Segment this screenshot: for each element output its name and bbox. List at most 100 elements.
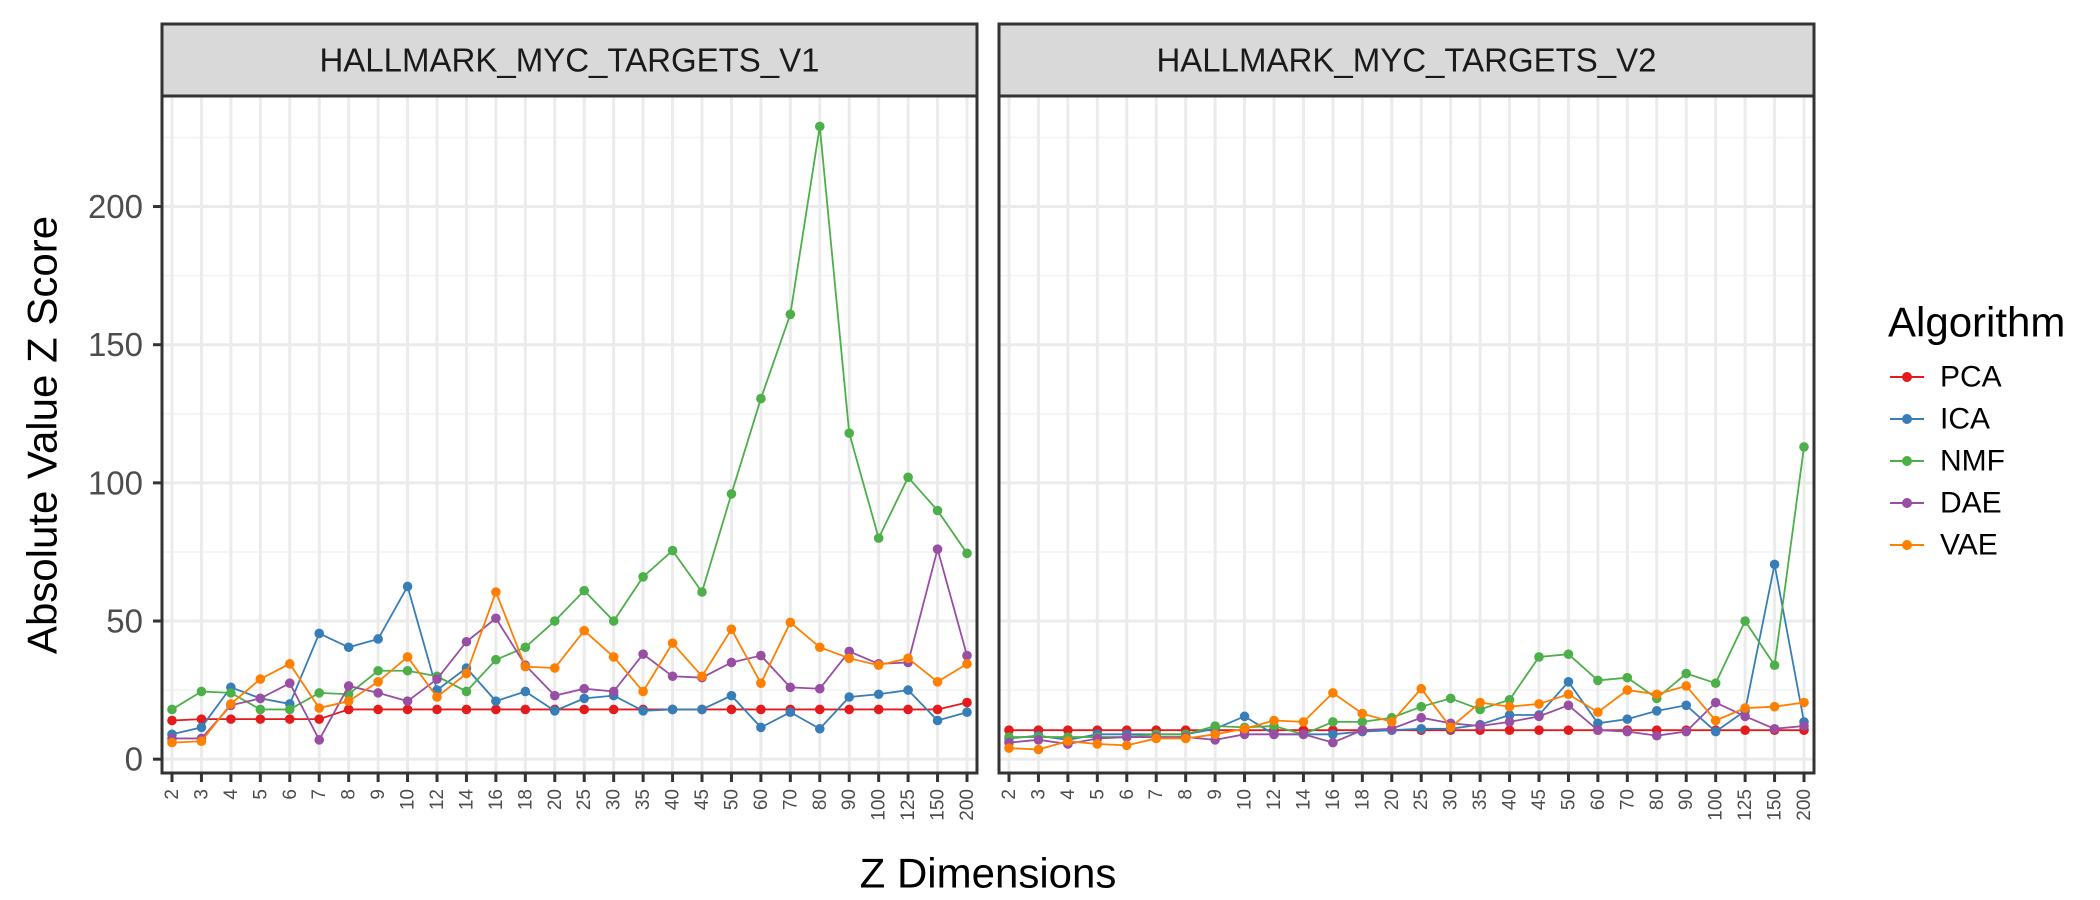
data-point-pca bbox=[167, 715, 177, 726]
data-point-ica bbox=[873, 689, 884, 700]
data-point-pca bbox=[491, 704, 501, 715]
data-point-dae bbox=[1593, 725, 1603, 735]
x-tick-label: 10 bbox=[398, 789, 419, 810]
data-point-nmf bbox=[1769, 660, 1780, 671]
data-point-dae bbox=[1504, 717, 1515, 727]
data-point-ica bbox=[1328, 729, 1338, 740]
data-point-pca bbox=[1534, 725, 1544, 735]
x-tick-label: 20 bbox=[545, 789, 566, 810]
data-point-pca bbox=[1004, 725, 1014, 735]
x-tick-label: 18 bbox=[515, 789, 536, 810]
data-point-vae bbox=[167, 737, 177, 748]
data-point-pca bbox=[402, 704, 413, 715]
data-point-dae bbox=[1357, 725, 1368, 735]
data-point-vae bbox=[1534, 699, 1544, 709]
x-tick-label: 16 bbox=[1323, 789, 1344, 810]
x-tick-label: 40 bbox=[1500, 789, 1521, 810]
legend-label-pca: PCA bbox=[1940, 361, 2002, 394]
x-tick-label: 10 bbox=[1235, 789, 1256, 810]
data-point-pca bbox=[1063, 725, 1073, 735]
data-point-nmf bbox=[1504, 694, 1515, 705]
data-point-vae bbox=[756, 678, 766, 688]
data-point-dae bbox=[491, 613, 501, 624]
data-point-vae bbox=[1180, 733, 1191, 744]
data-point-pca bbox=[962, 697, 972, 708]
data-point-ica bbox=[932, 715, 943, 726]
data-point-pca bbox=[226, 714, 236, 724]
panel-border-v1 bbox=[160, 94, 979, 775]
data-point-dae bbox=[814, 683, 825, 694]
data-point-nmf bbox=[1799, 442, 1809, 452]
legend-key-point-ica bbox=[1902, 414, 1912, 424]
data-point-vae bbox=[1004, 743, 1014, 753]
data-point-ica bbox=[962, 707, 972, 718]
facet-strip-v2 bbox=[997, 22, 1816, 98]
x-tick-label: 70 bbox=[780, 789, 801, 810]
data-point-vae bbox=[1210, 729, 1220, 740]
data-point-vae bbox=[1769, 701, 1780, 712]
x-tick-label: 45 bbox=[692, 789, 713, 810]
x-tick-label: 150 bbox=[928, 789, 949, 821]
data-point-dae bbox=[1033, 735, 1044, 745]
data-point-pca bbox=[903, 704, 913, 715]
panel-background bbox=[162, 96, 977, 773]
y-axis-label: Absolute Value Z Score bbox=[19, 216, 66, 654]
panel-border-v2 bbox=[997, 94, 1816, 775]
data-point-vae bbox=[608, 652, 619, 662]
x-axis-v2: 2 3 4 5 6 7 8 9 10 12 14 16 18 20 25 30 35 40 45 50 60 70 80 90… bbox=[999, 773, 1815, 821]
data-point-ica bbox=[1504, 710, 1515, 720]
x-tick-label: 8 bbox=[339, 789, 360, 800]
facet-panel-v1: HALLMARK_MYC_TARGETS_V1 2 3 4 5 6 7 8 9 10 12 14 16… bbox=[160, 22, 979, 821]
data-point-pca bbox=[461, 704, 472, 715]
data-point-vae bbox=[1269, 715, 1279, 726]
data-point-ica bbox=[903, 685, 913, 695]
data-point-dae bbox=[461, 636, 472, 647]
facet-panel-v2: HALLMARK_MYC_TARGETS_V2 2 3 4 5 6 7 8 9 10 12 14 16… bbox=[997, 22, 1816, 821]
data-point-ica bbox=[549, 706, 560, 716]
x-tick-label: 14 bbox=[1293, 789, 1314, 811]
data-point-nmf bbox=[844, 428, 855, 438]
data-point-vae bbox=[1357, 708, 1368, 719]
data-point-dae bbox=[1740, 711, 1750, 722]
x-tick-label: 100 bbox=[869, 789, 890, 821]
data-point-vae bbox=[402, 652, 413, 662]
data-point-dae bbox=[844, 646, 855, 657]
data-point-nmf bbox=[196, 686, 207, 697]
data-point-pca bbox=[1504, 725, 1515, 735]
x-tick-label: 4 bbox=[1058, 789, 1079, 800]
legend-label-ica: ICA bbox=[1940, 403, 1990, 436]
data-point-vae bbox=[432, 692, 442, 702]
data-point-vae bbox=[1239, 723, 1250, 734]
x-tick-label: 30 bbox=[604, 789, 625, 810]
data-point-ica bbox=[756, 722, 766, 733]
data-point-ica bbox=[402, 581, 413, 592]
data-point-ica bbox=[373, 634, 383, 644]
data-point-vae bbox=[1298, 717, 1309, 727]
data-point-dae bbox=[1386, 723, 1397, 734]
x-tick-label: 9 bbox=[368, 789, 389, 800]
data-point-nmf bbox=[667, 545, 678, 556]
data-point-nmf bbox=[461, 686, 472, 697]
data-point-pca bbox=[756, 704, 766, 715]
data-point-vae bbox=[343, 696, 354, 706]
series-line-ica bbox=[1008, 564, 1805, 741]
data-point-vae bbox=[962, 659, 972, 669]
y-axis: 0 50 100 150 200 bbox=[88, 188, 162, 778]
data-point-vae bbox=[667, 638, 678, 648]
x-tick-label: 50 bbox=[721, 789, 742, 810]
data-point-pca bbox=[520, 704, 531, 715]
x-tick-label: 35 bbox=[1470, 789, 1491, 810]
data-point-pca bbox=[608, 704, 619, 715]
data-point-ica bbox=[1563, 677, 1574, 687]
data-point-ica bbox=[1651, 706, 1662, 716]
data-point-pca bbox=[932, 704, 943, 715]
x-tick-label: 40 bbox=[663, 789, 684, 810]
data-point-dae bbox=[1681, 726, 1692, 737]
y-tick-label: 200 bbox=[88, 188, 143, 225]
data-point-ica bbox=[697, 704, 707, 715]
data-point-dae bbox=[1710, 697, 1721, 708]
x-tick-label: 80 bbox=[1647, 789, 1668, 810]
data-point-pca bbox=[284, 714, 295, 724]
data-point-dae bbox=[756, 650, 766, 661]
data-point-nmf bbox=[1563, 649, 1574, 659]
